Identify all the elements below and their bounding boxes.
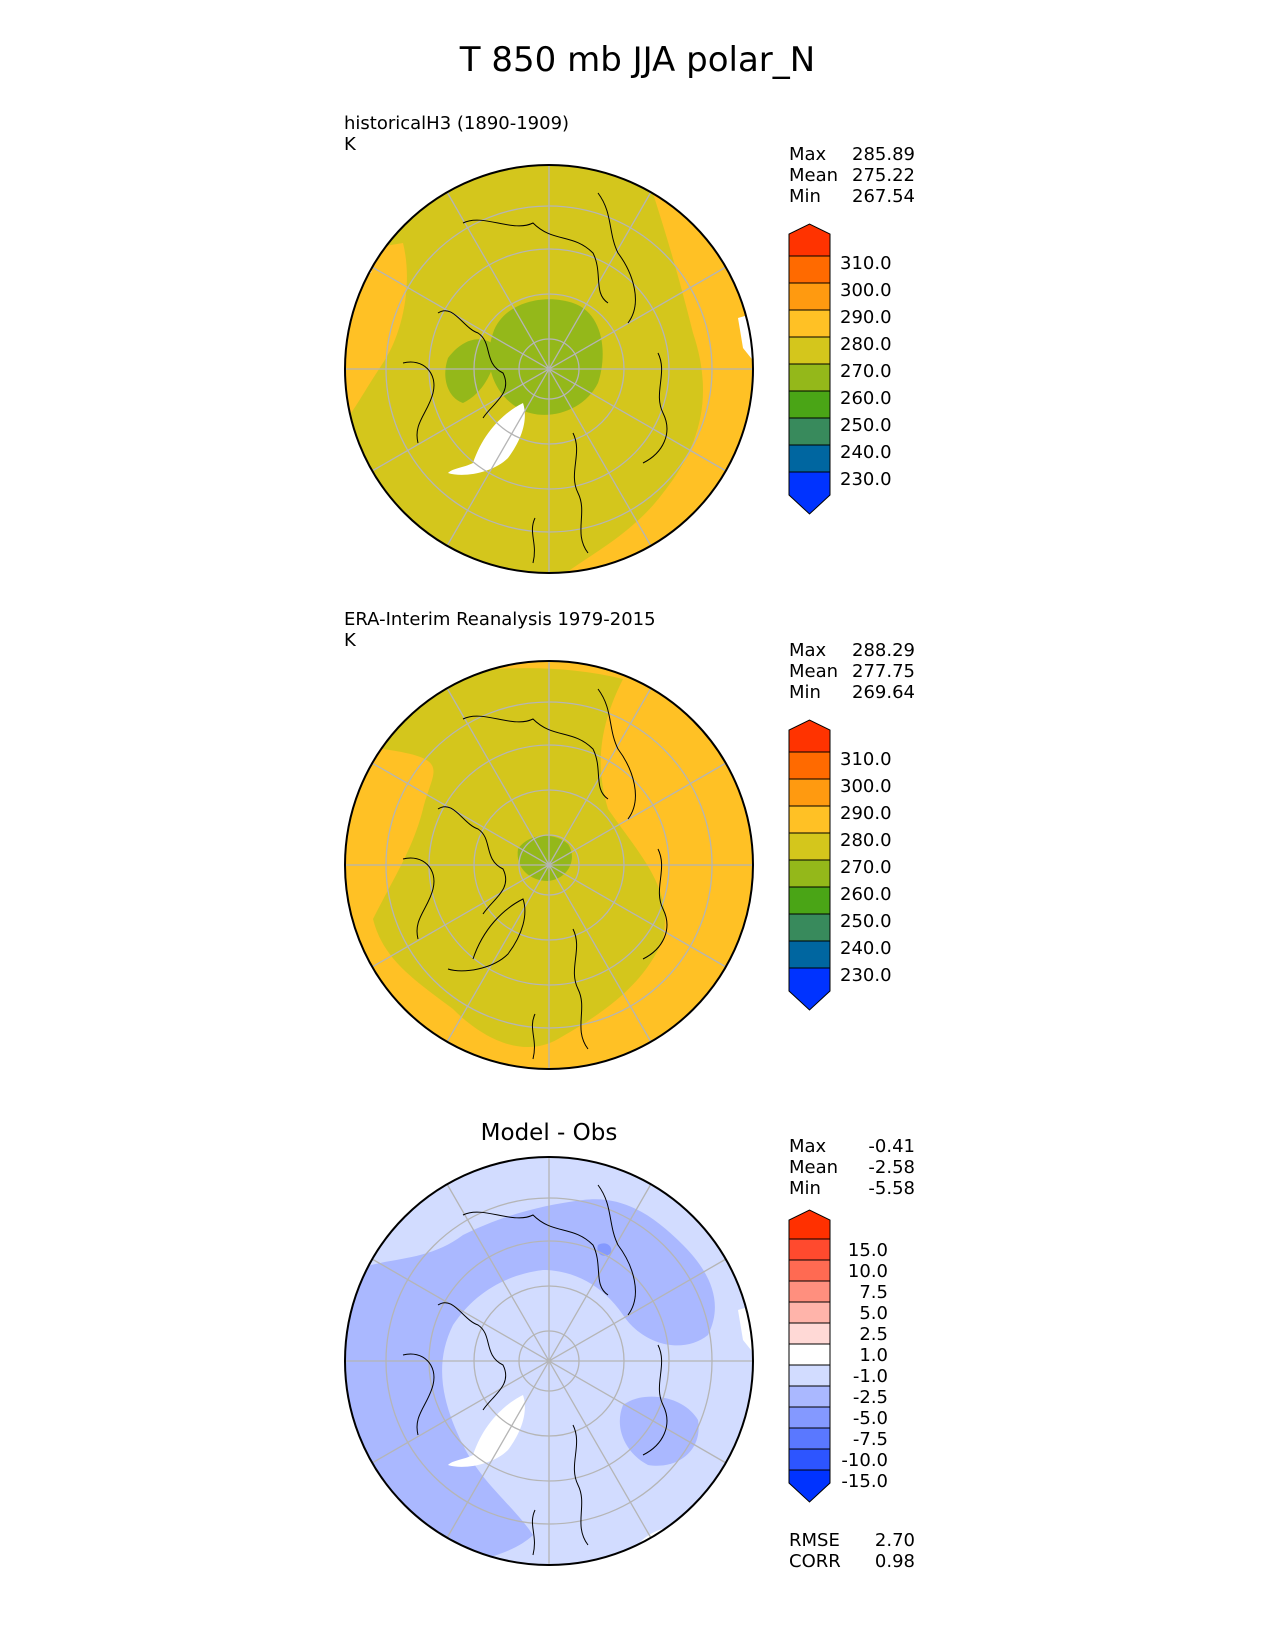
panel-1-units: K (344, 134, 356, 155)
panel-2-stats: Max 288.29 Mean 277.75 Min 269.64 (789, 640, 915, 703)
missing-data-greenland (448, 403, 525, 475)
map-boundary (344, 660, 754, 1070)
panel-1-polar-map (344, 164, 754, 574)
map-boundary (344, 1156, 754, 1566)
panel-3-title: Model - Obs (480, 1120, 618, 1146)
colorbar-extend-low (788, 1469, 831, 1503)
panel-1-title-line1: historicalH3 (1890-1909) (344, 113, 570, 134)
panel-2-units: K (344, 630, 356, 651)
coastlines (402, 1184, 668, 1556)
missing-data-greenland (448, 1395, 525, 1467)
graticule (345, 165, 753, 573)
stat-mean: Mean 277.75 (789, 661, 915, 682)
colorbar-extend-low (788, 967, 831, 1011)
coastlines (402, 688, 668, 1060)
panel-3-colorbar-ticks: 15.0 10.0 7.5 5.0 2.5 1.0 -1.0 -2.5 -5.0… (841, 1240, 888, 1492)
panel-3-metrics: RMSE 2.70 CORR 0.98 (789, 1530, 915, 1572)
panel-3-polar-map (344, 1156, 754, 1566)
panel-1-colorbar-ticks: 310.0 300.0 290.0 280.0 270.0 260.0 250.… (840, 253, 892, 490)
colorbar-extend-low (788, 471, 831, 515)
panel-2-title-line1: ERA-Interim Reanalysis 1979-2015 (344, 609, 656, 630)
cold-patch-archipelago (445, 339, 498, 403)
stat-mean: Mean 275.22 (789, 165, 915, 186)
graticule (345, 1157, 753, 1565)
panel-3-stats: Max -0.41 Mean -2.58 Min -5.58 (789, 1136, 915, 1199)
stat-max: Max 288.29 (789, 640, 915, 661)
panel-1-title: historicalH3 (1890-1909) K (344, 113, 569, 155)
cold-core (489, 299, 603, 415)
panel-2-colorbar-ticks: 310.0 300.0 290.0 280.0 270.0 260.0 250.… (840, 749, 892, 986)
metric-corr: CORR 0.98 (789, 1551, 915, 1572)
stat-max: Max 285.89 (789, 144, 915, 165)
panel-1-stats: Max 285.89 Mean 275.22 Min 267.54 (789, 144, 915, 207)
stat-min: Min 267.54 (789, 186, 915, 207)
coastlines (402, 192, 668, 564)
panel-2-title: ERA-Interim Reanalysis 1979-2015 K (344, 609, 656, 651)
colorbar-extend-high (788, 719, 831, 753)
warm-band-east (563, 165, 753, 573)
stat-min: Min -5.58 (789, 1178, 915, 1199)
stat-mean: Mean -2.58 (789, 1157, 915, 1178)
map-boundary (344, 164, 754, 574)
panel-2-polar-map (344, 660, 754, 1070)
cooler-region-west (345, 1199, 715, 1565)
stat-min: Min 269.64 (789, 682, 915, 703)
metric-rmse: RMSE 2.70 (789, 1530, 915, 1551)
panel-1-colorbar (788, 223, 831, 515)
colorbar-extend-high (788, 1209, 831, 1240)
panel-2-colorbar (788, 719, 831, 1011)
figure-title: T 850 mb JJA polar_N (459, 40, 816, 80)
panel-3-colorbar (788, 1209, 831, 1503)
colorbar-extend-high (788, 223, 831, 257)
stat-max: Max -0.41 (789, 1136, 915, 1157)
